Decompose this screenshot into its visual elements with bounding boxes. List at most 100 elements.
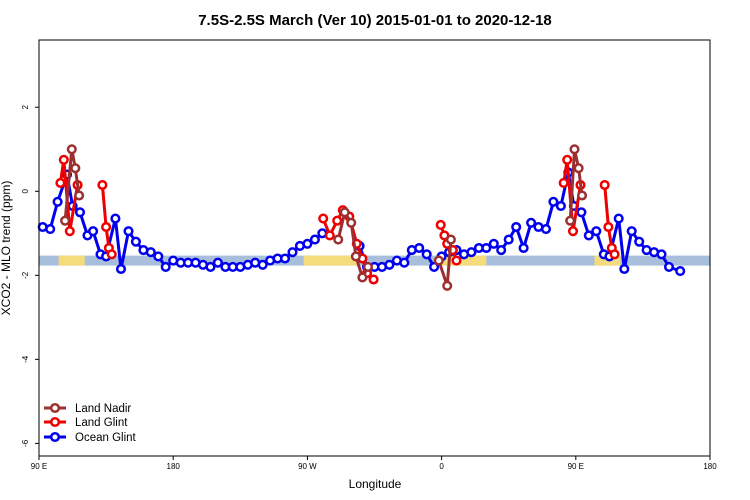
x-tick-label: 180 (167, 462, 181, 471)
data-point (558, 177, 569, 188)
y-tick-label: 0 (21, 188, 30, 193)
y-tick-label: 2 (21, 104, 30, 109)
data-point (74, 207, 86, 218)
data-point (97, 179, 108, 191)
data-point (429, 261, 440, 272)
series-layer (37, 144, 686, 291)
data-point (324, 230, 335, 241)
data-point (368, 274, 379, 285)
data-point (101, 221, 112, 233)
legend-item-land-glint: Land Glint (44, 416, 128, 429)
data-point (106, 249, 117, 260)
legend-item-ocean-glint: Ocean Glint (44, 431, 137, 444)
band-land (58, 255, 85, 266)
data-point (451, 255, 462, 266)
data-point (555, 200, 566, 212)
data-point (309, 234, 320, 245)
x-tick-label: 90 E (568, 462, 584, 471)
series-line (63, 147, 81, 221)
data-point (384, 259, 395, 270)
data-point (656, 249, 667, 260)
data-point (496, 245, 507, 256)
data-point (548, 196, 559, 207)
data-point (70, 163, 81, 174)
data-point (583, 230, 594, 241)
legend: Land Nadir Land Glint Ocean Glint (44, 402, 137, 444)
data-point (567, 226, 579, 237)
data-point (52, 196, 63, 207)
data-point (619, 263, 630, 275)
data-point (675, 266, 686, 277)
x-tick-label: 90 W (298, 462, 317, 471)
data-point (663, 261, 675, 272)
series-land-nadir (60, 144, 588, 291)
chart-title: 7.5S-2.5S March (Ver 10) 2015-01-01 to 2… (198, 12, 552, 29)
data-point (526, 217, 537, 228)
data-point (466, 247, 477, 258)
data-point (511, 221, 522, 233)
data-point (287, 247, 298, 258)
data-point (145, 247, 156, 258)
data-point (55, 177, 66, 188)
data-point (257, 259, 268, 270)
data-point (350, 251, 361, 262)
data-point (58, 154, 69, 165)
data-point (205, 261, 216, 272)
data-point (279, 253, 291, 264)
y-tick-label: -2 (21, 271, 30, 279)
x-tick-label: 90 E (31, 462, 47, 471)
data-point (123, 226, 134, 237)
legend-item-land-nadir: Land Nadir (44, 402, 131, 415)
series-line (568, 147, 584, 221)
data-point (591, 226, 602, 237)
legend-marker (49, 402, 61, 414)
data-point (60, 215, 71, 226)
data-point (626, 226, 637, 237)
data-point (318, 213, 329, 224)
data-point (599, 179, 610, 191)
data-point (569, 144, 580, 155)
data-point (110, 213, 121, 224)
data-point (540, 224, 552, 235)
data-point (414, 242, 425, 254)
data-point (576, 207, 587, 218)
data-point (435, 219, 446, 230)
data-point (518, 242, 529, 254)
y-tick-label: -6 (21, 439, 30, 447)
x-axis-label: Longitude (349, 477, 402, 491)
data-point (609, 249, 620, 260)
legend-marker (49, 431, 61, 443)
data-point (160, 261, 171, 272)
data-point (573, 163, 584, 174)
data-point (357, 272, 368, 283)
data-point (613, 213, 624, 224)
data-point (153, 251, 164, 262)
data-point (346, 217, 357, 228)
plot-frame (38, 39, 711, 457)
axes: 90 E 180 90 W 0 90 E 180 2 0 -2 -4 -6 (21, 104, 717, 471)
data-point (576, 190, 588, 201)
data-point (333, 234, 344, 245)
data-point (74, 190, 85, 201)
data-point (421, 249, 432, 260)
data-point (481, 242, 492, 254)
band-ocean (39, 255, 710, 266)
data-point (565, 215, 576, 226)
band-land (303, 255, 360, 266)
data-point (339, 207, 350, 218)
data-point (488, 238, 499, 249)
data-point (88, 226, 99, 237)
data-point (442, 280, 453, 291)
data-point (399, 257, 410, 268)
legend-label: Land Nadir (75, 403, 131, 415)
legend-label: Ocean Glint (75, 432, 137, 444)
data-point (445, 234, 456, 245)
y-tick-label: -4 (21, 355, 30, 363)
legend-label: Land Glint (75, 417, 128, 429)
legend-marker (49, 416, 61, 428)
data-point (362, 261, 374, 272)
data-point (302, 238, 313, 249)
x-tick-label: 180 (703, 462, 717, 471)
data-point (634, 236, 645, 247)
data-point (64, 226, 75, 237)
